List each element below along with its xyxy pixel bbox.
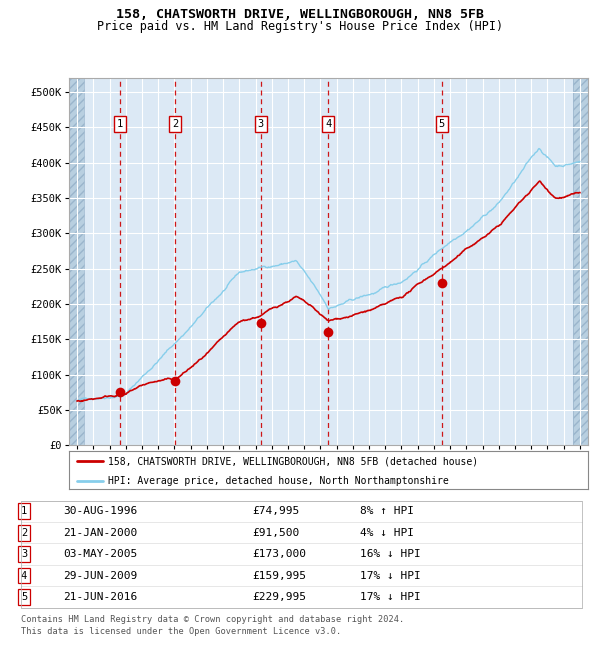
Text: 29-JUN-2009: 29-JUN-2009 bbox=[63, 571, 137, 580]
Text: 2: 2 bbox=[172, 119, 178, 129]
Bar bbox=[574, 78, 588, 445]
Text: HPI: Average price, detached house, North Northamptonshire: HPI: Average price, detached house, Nort… bbox=[108, 476, 449, 486]
Bar bbox=[69, 78, 83, 445]
Text: 21-JAN-2000: 21-JAN-2000 bbox=[63, 528, 137, 538]
Bar bbox=[69, 78, 83, 445]
Text: 8% ↑ HPI: 8% ↑ HPI bbox=[360, 506, 414, 516]
Text: 17% ↓ HPI: 17% ↓ HPI bbox=[360, 592, 421, 602]
Text: 4: 4 bbox=[21, 571, 27, 580]
Text: 17% ↓ HPI: 17% ↓ HPI bbox=[360, 571, 421, 580]
Text: 5: 5 bbox=[21, 592, 27, 602]
Text: 21-JUN-2016: 21-JUN-2016 bbox=[63, 592, 137, 602]
Text: £159,995: £159,995 bbox=[252, 571, 306, 580]
Text: This data is licensed under the Open Government Licence v3.0.: This data is licensed under the Open Gov… bbox=[21, 627, 341, 636]
Text: 1: 1 bbox=[21, 506, 27, 516]
Text: 4: 4 bbox=[325, 119, 331, 129]
Text: 16% ↓ HPI: 16% ↓ HPI bbox=[360, 549, 421, 559]
Text: 3: 3 bbox=[21, 549, 27, 559]
Text: 4% ↓ HPI: 4% ↓ HPI bbox=[360, 528, 414, 538]
Text: 1: 1 bbox=[117, 119, 124, 129]
Text: 03-MAY-2005: 03-MAY-2005 bbox=[63, 549, 137, 559]
Text: £74,995: £74,995 bbox=[252, 506, 299, 516]
Text: Contains HM Land Registry data © Crown copyright and database right 2024.: Contains HM Land Registry data © Crown c… bbox=[21, 615, 404, 624]
Text: £229,995: £229,995 bbox=[252, 592, 306, 602]
Text: £173,000: £173,000 bbox=[252, 549, 306, 559]
Text: £91,500: £91,500 bbox=[252, 528, 299, 538]
Bar bbox=[574, 78, 588, 445]
Text: Price paid vs. HM Land Registry's House Price Index (HPI): Price paid vs. HM Land Registry's House … bbox=[97, 20, 503, 33]
Text: 3: 3 bbox=[258, 119, 264, 129]
Text: 2: 2 bbox=[21, 528, 27, 538]
Text: 30-AUG-1996: 30-AUG-1996 bbox=[63, 506, 137, 516]
Text: 158, CHATSWORTH DRIVE, WELLINGBOROUGH, NN8 5FB: 158, CHATSWORTH DRIVE, WELLINGBOROUGH, N… bbox=[116, 8, 484, 21]
Text: 5: 5 bbox=[439, 119, 445, 129]
Text: 158, CHATSWORTH DRIVE, WELLINGBOROUGH, NN8 5FB (detached house): 158, CHATSWORTH DRIVE, WELLINGBOROUGH, N… bbox=[108, 456, 478, 466]
